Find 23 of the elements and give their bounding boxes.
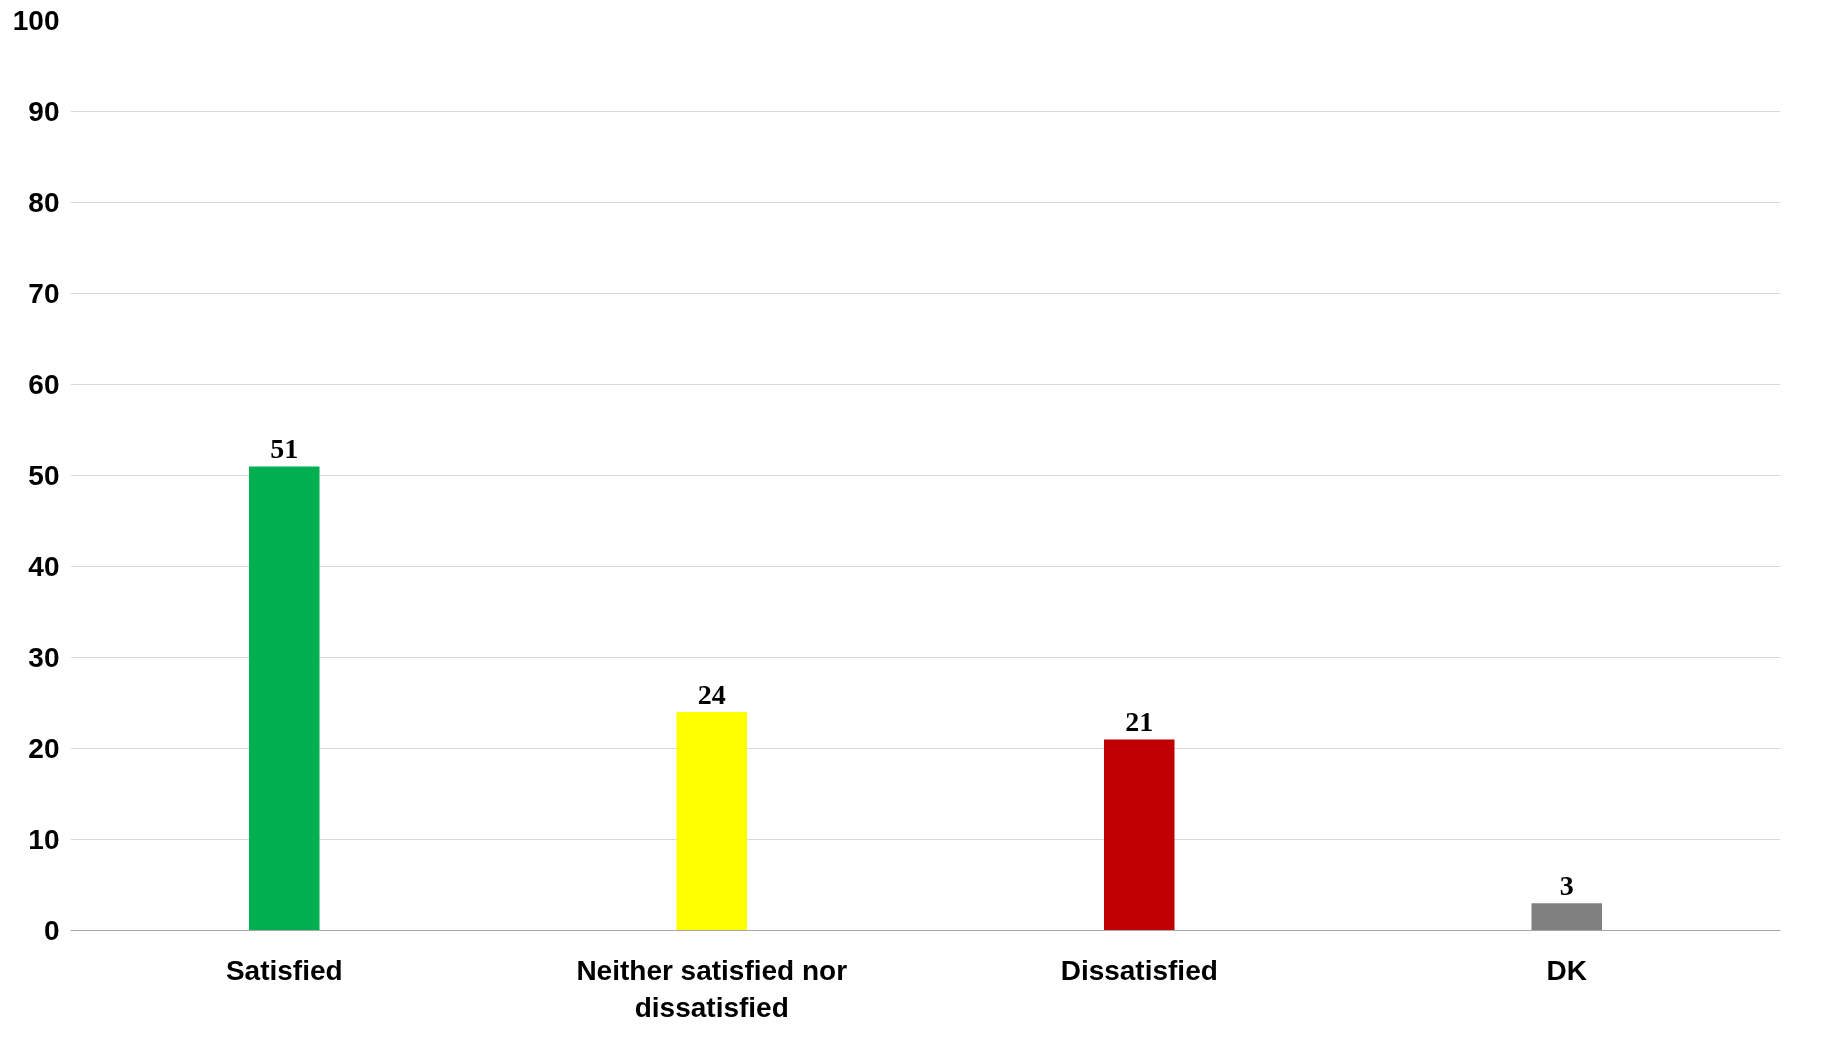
- x-tick-label: Dissatisfied: [1060, 954, 1218, 986]
- y-tick-label: 10: [28, 824, 60, 855]
- y-tick-label: 80: [28, 187, 60, 218]
- y-tick-label: 90: [28, 96, 60, 127]
- data-label: 24: [697, 679, 726, 711]
- bar: [1103, 739, 1175, 931]
- y-tick-label: 100: [12, 5, 60, 36]
- y-tick-label: 50: [28, 460, 60, 491]
- y-tick-label: 20: [28, 733, 60, 764]
- y-tick-label: 0: [43, 915, 60, 946]
- x-tick-label: DK: [1546, 954, 1587, 986]
- x-tick-label: Satisfied: [225, 954, 343, 986]
- y-tick-label: 30: [28, 642, 60, 673]
- x-tick-label: Neither satisfied nor dissatisfied: [576, 954, 848, 1023]
- bar: [1531, 903, 1603, 931]
- data-label: 3: [1559, 870, 1574, 902]
- y-tick-label: 70: [28, 278, 60, 309]
- bar: [676, 712, 748, 931]
- y-tick-label: 40: [28, 551, 60, 582]
- data-label: 51: [270, 433, 299, 465]
- bar: [248, 466, 320, 931]
- data-label: 21: [1125, 706, 1154, 738]
- y-tick-label: 60: [28, 369, 60, 400]
